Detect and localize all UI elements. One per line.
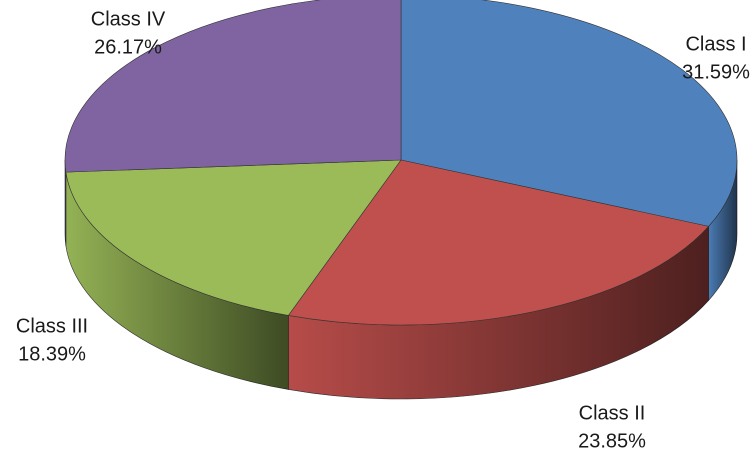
slice (287, 159, 710, 326)
side-shade (288, 226, 709, 399)
slice-value-label: 31.59% (682, 61, 750, 83)
slice (65, 159, 402, 316)
slice-label: Class III (16, 315, 88, 337)
slice-value-label: 18.39% (18, 343, 86, 365)
slice (64, 0, 402, 173)
side-shade (708, 160, 737, 301)
slice (400, 0, 738, 227)
slice-label: Class I (685, 33, 746, 55)
side-shade (65, 172, 289, 390)
slice-label: Class IV (91, 8, 166, 30)
pie-tops (64, 0, 738, 326)
pie-sides (64, 159, 738, 400)
slice-label: Class II (579, 402, 646, 424)
side-shade (65, 160, 66, 247)
slice-value-label: 23.85% (578, 430, 646, 452)
slice-value-label: 26.17% (94, 36, 162, 58)
labels: Class I 31.59% Class II 23.85% Class III 18.3… (16, 8, 750, 452)
